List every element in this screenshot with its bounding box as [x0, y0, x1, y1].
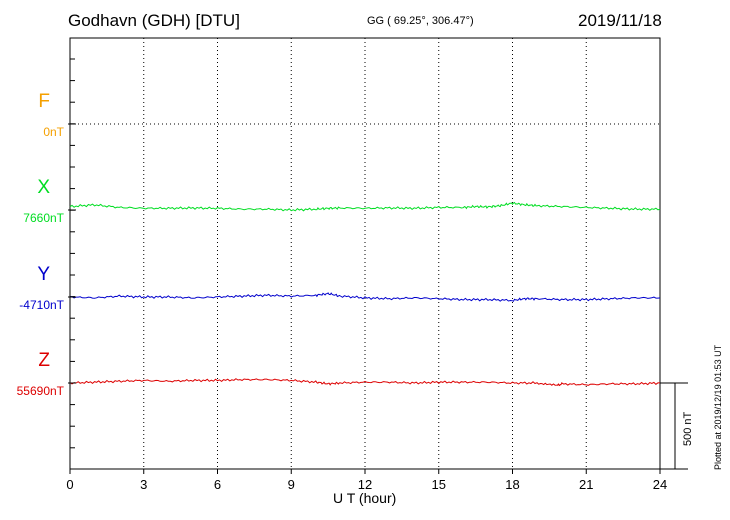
channel-baseline-f: 0nT: [43, 125, 64, 139]
channel-baseline-z: 55690nT: [16, 384, 64, 398]
station-title: Godhavn (GDH) [DTU]: [68, 11, 240, 30]
series-line-x: [69, 201, 661, 212]
x-tick-label: 6: [214, 477, 221, 492]
scale-bar-label: 500 nT: [682, 411, 694, 446]
x-tick-label: 3: [140, 477, 147, 492]
channel-name-y: Y: [37, 264, 50, 285]
plotted-timestamp: Plotted at 2019/12/19 01:53 UT: [713, 344, 723, 470]
x-tick-label: 18: [505, 477, 519, 492]
series-line-z: [69, 378, 661, 387]
x-tick-label: 21: [579, 477, 593, 492]
x-tick-label: 0: [66, 477, 73, 492]
x-tick-label: 12: [358, 477, 372, 492]
plot-date: 2019/11/18: [578, 11, 662, 30]
x-tick-label: 15: [432, 477, 446, 492]
x-axis-label: U T (hour): [333, 490, 397, 506]
channel-name-f: F: [38, 91, 50, 112]
channel-baseline-y: -4710nT: [19, 298, 64, 312]
x-tick-label: 9: [288, 477, 295, 492]
channel-name-x: X: [37, 177, 50, 198]
x-tick-label: 24: [653, 477, 667, 492]
series-line-y: [69, 292, 661, 302]
station-coordinates: GG ( 69.25°, 306.47°): [367, 15, 474, 27]
channel-baseline-x: 7660nT: [23, 211, 64, 225]
channel-name-z: Z: [38, 350, 50, 371]
